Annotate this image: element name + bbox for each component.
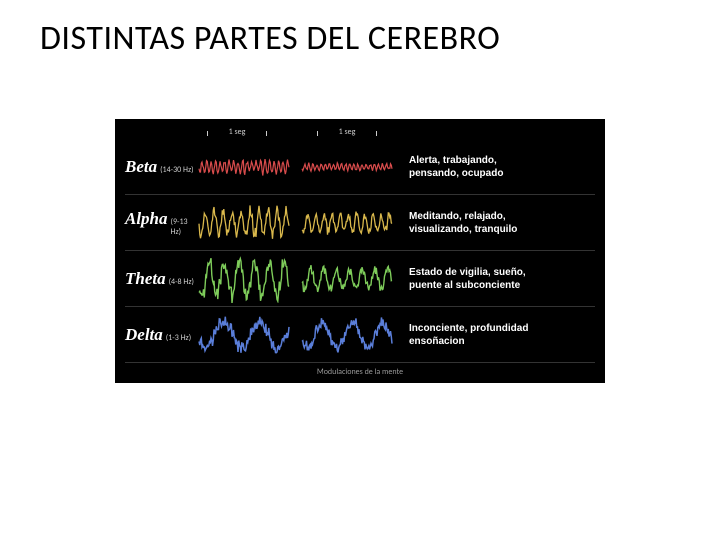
- time-markers: 1 seg 1 seg: [207, 127, 595, 137]
- row-label-theta: Theta (4-8 Hz): [125, 269, 197, 289]
- wave-name: Alpha: [125, 209, 168, 229]
- wave-description: Inconciente, profundidad ensoñacion: [397, 322, 595, 348]
- wave-freq: (14-30 Hz): [160, 165, 193, 175]
- wave-freq: (1-3 Hz): [166, 333, 191, 343]
- wave-row-beta: Beta (14-30 Hz) Alerta, trabajando, pens…: [125, 139, 595, 195]
- wave-row-theta: Theta (4-8 Hz) Estado de vigilia, sueño,…: [125, 251, 595, 307]
- wave-name: Beta: [125, 157, 157, 177]
- wave-row-alpha: Alpha (9-13 Hz) Meditando, relajado, vis…: [125, 195, 595, 251]
- brainwave-chart: 1 seg 1 seg Beta (14-30 Hz) Alerta, trab…: [115, 119, 605, 383]
- time-marker-1: 1 seg: [207, 127, 267, 137]
- wave-description: Estado de vigilia, sueño, puente al subc…: [397, 266, 595, 292]
- time-marker-2: 1 seg: [317, 127, 377, 137]
- wave-trace-delta: [197, 311, 397, 359]
- wave-description: Meditando, relajado, visualizando, tranq…: [397, 210, 595, 236]
- wave-trace-theta: [197, 255, 397, 303]
- wave-name: Theta: [125, 269, 166, 289]
- wave-trace-alpha: [197, 199, 397, 247]
- row-label-alpha: Alpha (9-13 Hz): [125, 209, 197, 237]
- wave-freq: (4-8 Hz): [169, 277, 194, 287]
- row-label-beta: Beta (14-30 Hz): [125, 157, 197, 177]
- slide-title: DISTINTAS PARTES DEL CEREBRO: [0, 0, 720, 59]
- wave-trace-beta: [197, 143, 397, 191]
- wave-description: Alerta, trabajando, pensando, ocupado: [397, 154, 595, 180]
- wave-row-delta: Delta (1-3 Hz) Inconciente, profundidad …: [125, 307, 595, 363]
- row-label-delta: Delta (1-3 Hz): [125, 325, 197, 345]
- chart-footer-caption: Modulaciones de la mente: [125, 367, 595, 377]
- wave-name: Delta: [125, 325, 163, 345]
- wave-freq: (9-13 Hz): [171, 217, 197, 237]
